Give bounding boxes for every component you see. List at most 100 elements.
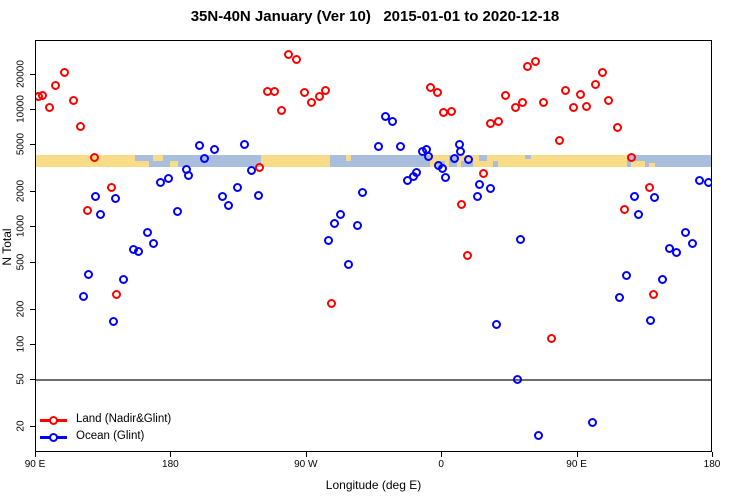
scatter-point-ocean (183, 170, 193, 180)
x-tick-label: 90 W (294, 459, 318, 470)
scatter-point-land (270, 86, 280, 96)
scatter-point-land (425, 82, 435, 92)
scatter-point-ocean (210, 144, 220, 154)
band-segment-land (500, 155, 614, 167)
band-segment-land (134, 161, 149, 167)
y-tick-mark (30, 344, 35, 345)
x-tick-label: 180 (703, 459, 721, 470)
scatter-point-land (438, 107, 448, 117)
scatter-point-land (485, 119, 495, 129)
band-segment-ocean (329, 155, 430, 167)
scatter-point-land (45, 102, 55, 112)
scatter-point-land (619, 204, 629, 214)
x-tick-label: 90 E (566, 459, 587, 470)
scatter-point-ocean (387, 117, 397, 127)
scatter-point-ocean (330, 219, 340, 229)
scatter-point-ocean (149, 238, 159, 248)
scatter-point-land (90, 152, 100, 162)
scatter-point-ocean (233, 182, 243, 192)
scatter-point-ocean (396, 142, 406, 152)
scatter-point-ocean (91, 191, 101, 201)
scatter-point-ocean (475, 179, 485, 189)
reference-line-50 (36, 379, 711, 382)
scatter-point-ocean (240, 139, 250, 149)
legend-marker-icon (49, 433, 58, 442)
y-tick-label: 1000 (15, 215, 27, 238)
scatter-point-land (530, 57, 540, 67)
plot-area (36, 41, 711, 451)
scatter-point-ocean (672, 248, 682, 258)
scatter-point-land (598, 68, 608, 78)
y-tick-label: 2000 (15, 179, 27, 203)
scatter-point-land (457, 199, 467, 209)
band-segment-ocean (180, 155, 261, 167)
legend-marker-icon (49, 416, 58, 425)
scatter-point-ocean (352, 220, 362, 230)
y-tick-label: 5000 (15, 133, 27, 156)
band-segment-ocean (460, 161, 473, 167)
y-tick-label: 100 (15, 335, 27, 353)
scatter-point-ocean (437, 163, 447, 173)
scatter-point-land (523, 61, 532, 71)
scatter-point-land (478, 169, 488, 178)
scatter-point-ocean (634, 209, 644, 219)
band-segment-land (36, 155, 135, 167)
scatter-point-ocean (649, 192, 659, 202)
scatter-point-ocean (195, 141, 205, 151)
scatter-point-ocean (516, 234, 526, 244)
scatter-point-ocean (615, 292, 625, 302)
scatter-point-ocean (472, 192, 482, 202)
band-segment-ocean (478, 155, 487, 161)
scatter-point-land (82, 205, 92, 215)
scatter-point-ocean (253, 190, 263, 200)
scatter-point-land (107, 182, 117, 192)
scatter-point-ocean (96, 209, 106, 219)
scatter-point-land (447, 107, 457, 117)
scatter-point-ocean (324, 236, 334, 246)
x-tick-label: 180 (162, 459, 179, 470)
scatter-point-land (511, 103, 521, 113)
scatter-point-ocean (424, 151, 434, 161)
x-tick-mark (576, 452, 578, 457)
scatter-point-land (60, 68, 70, 78)
scatter-point-ocean (491, 319, 501, 329)
x-tick-mark (35, 452, 36, 457)
scatter-point-ocean (449, 153, 459, 163)
scatter-point-ocean (143, 228, 153, 238)
x-tick-mark (170, 452, 172, 457)
scatter-point-land (644, 182, 654, 192)
scatter-point-ocean (380, 112, 390, 122)
scatter-point-ocean (78, 292, 88, 302)
y-tick-mark (30, 261, 35, 263)
y-tick-mark (30, 226, 35, 228)
scatter-point-ocean (134, 246, 144, 256)
scatter-point-land (326, 299, 336, 309)
scatter-point-land (569, 103, 579, 113)
scatter-point-ocean (629, 192, 639, 202)
scatter-point-land (500, 90, 510, 100)
scatter-point-land (292, 55, 302, 65)
scatter-point-land (307, 97, 317, 107)
scatter-point-ocean (373, 141, 383, 151)
scatter-point-land (591, 79, 601, 89)
scatter-point-ocean (587, 417, 597, 427)
y-tick-mark (30, 191, 35, 193)
band-segment-land (152, 155, 163, 161)
scatter-point-ocean (463, 154, 473, 164)
legend-label: Land (Nadir&Glint) (76, 413, 172, 425)
x-axis-title: Longitude (deg E) (325, 478, 422, 492)
scatter-point-land (462, 251, 472, 261)
scatter-point-land (277, 105, 287, 115)
scatter-point-ocean (402, 176, 412, 186)
scatter-point-ocean (357, 188, 367, 198)
scatter-point-land (320, 85, 330, 95)
band-segment-ocean (492, 161, 498, 167)
scatter-point-land (493, 116, 503, 126)
scatter-point-ocean (703, 177, 711, 187)
scatter-point-land (68, 96, 78, 106)
chart-title: 35N-40N January (Ver 10) 2015-01-01 to 2… (190, 8, 560, 25)
scatter-point-land (76, 122, 86, 132)
x-tick-label: 0 (438, 459, 444, 470)
scatter-point-land (575, 89, 585, 99)
